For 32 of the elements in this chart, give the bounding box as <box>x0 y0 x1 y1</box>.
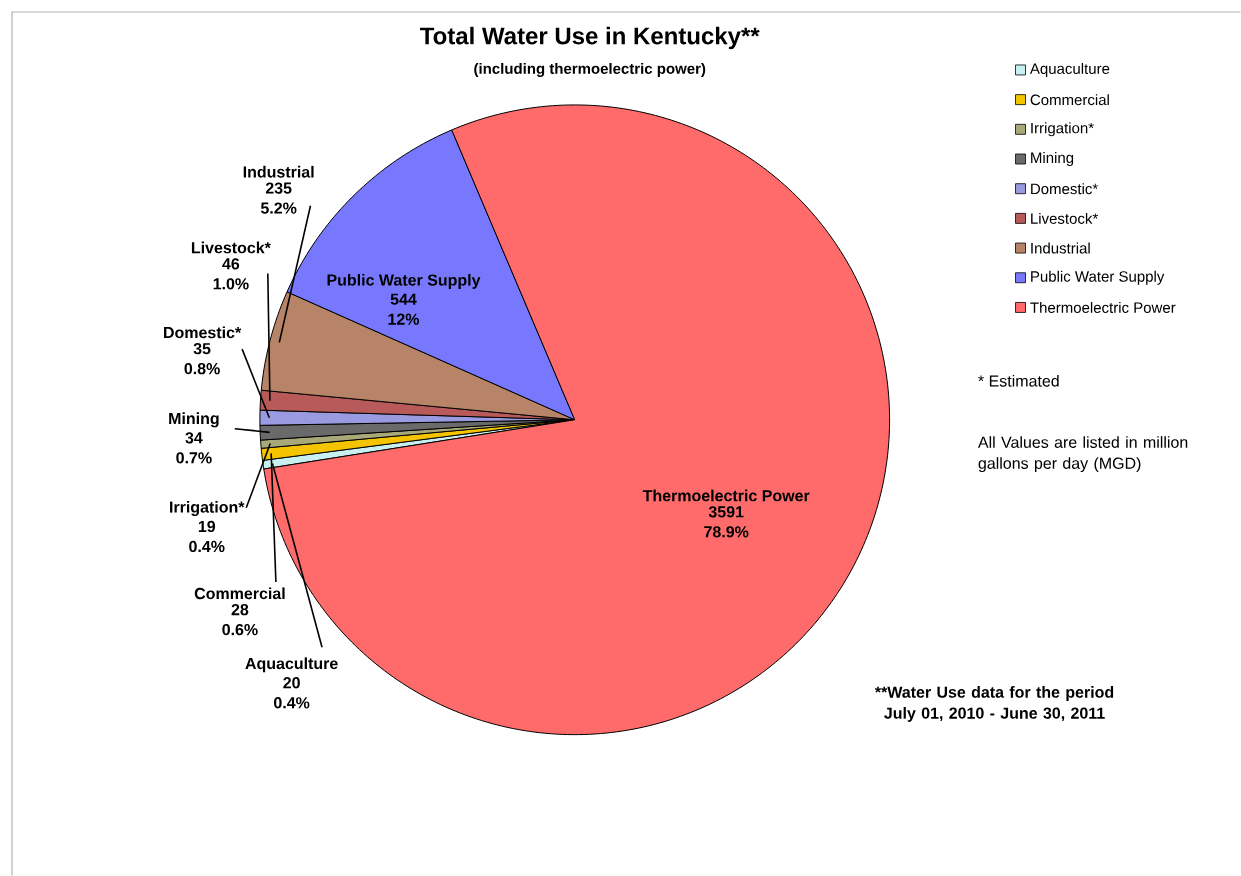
data-label: 235 5.2% <box>260 182 297 214</box>
data-label: 28 0.6% <box>222 603 258 636</box>
slice-label: Industrial <box>243 165 314 178</box>
text: **Water Use data for the period July 01, 2010 - June 30, 2011 <box>874 685 1114 722</box>
data-label: 3591 78.9% <box>704 506 749 538</box>
slice-label: Public Water Supply <box>327 273 481 289</box>
data-label: 46 1.0% <box>213 258 249 290</box>
legend-label: Thermoelectric Power <box>1030 301 1176 313</box>
chart-subtitle: (including thermoelectric power) <box>474 62 706 77</box>
data-label: 20 0.4% <box>274 677 310 709</box>
legend-label: Livestock* <box>1031 212 1099 224</box>
legend-label: Public Water Supply <box>1031 270 1165 285</box>
slice-label: Mining <box>169 412 219 428</box>
slice-label: Thermoelectric Power <box>642 489 810 502</box>
slice-label: Livestock* <box>191 241 271 254</box>
slice-label: Aquaculture <box>245 657 338 673</box>
legend-label: Domestic* <box>1031 183 1098 195</box>
slice-label: Domestic* <box>164 326 242 339</box>
data-label: 544 12% <box>388 293 420 325</box>
legend-label: Industrial <box>1031 242 1090 254</box>
legend-label: Mining <box>1031 151 1074 166</box>
text: All Values are listed in million gallons per day (MGD) <box>977 436 1188 472</box>
legend-label: Commercial <box>1030 94 1109 106</box>
legend-label: Irrigation* <box>1031 122 1094 137</box>
text: * Estimated <box>978 374 1059 387</box>
data-label: 34 0.7% <box>176 432 212 464</box>
slice-label: Irrigation* <box>170 500 245 516</box>
chart-title: Total Water Use in Kentucky** <box>420 26 760 50</box>
data-label: 35 0.8% <box>184 342 220 375</box>
slice-label: Commercial <box>194 587 285 600</box>
data-label: 19 0.4% <box>189 520 225 553</box>
legend-label: Aquaculture <box>1029 62 1110 77</box>
